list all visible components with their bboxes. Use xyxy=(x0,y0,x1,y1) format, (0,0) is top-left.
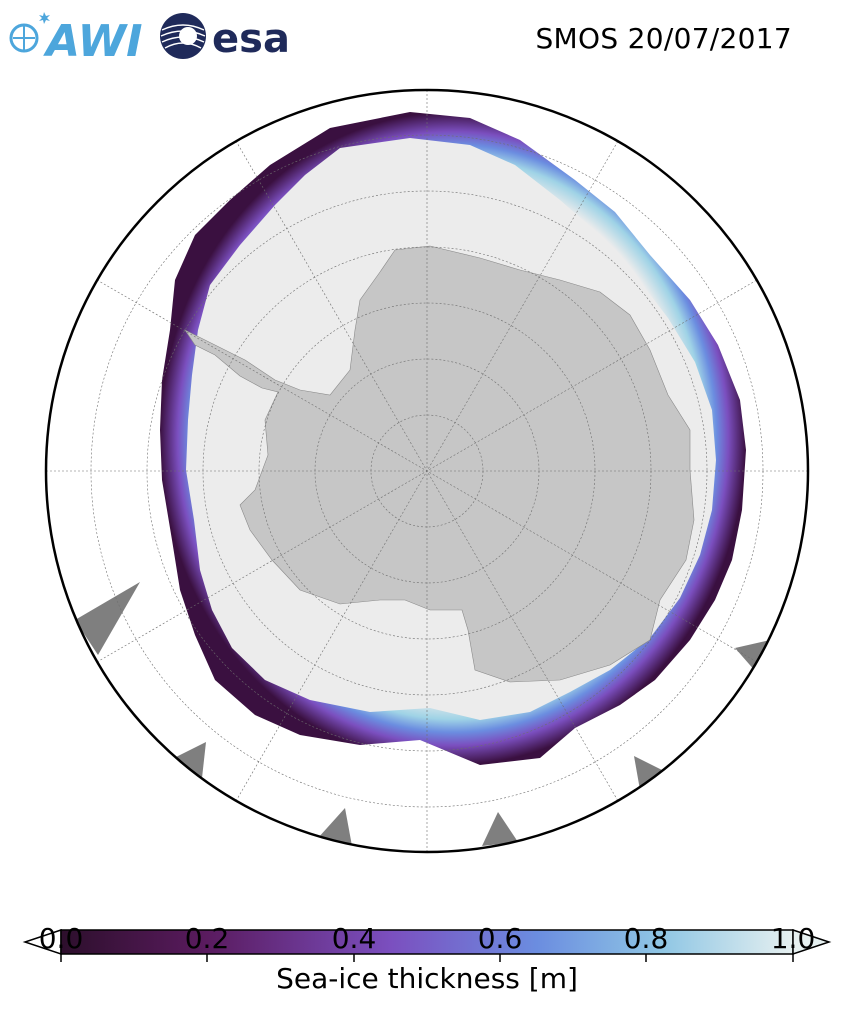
colorbar-tick-label: 0.2 xyxy=(184,922,230,955)
svg-text:AWI: AWI xyxy=(43,16,143,62)
missing-data-region xyxy=(174,742,206,778)
colorbar-ticks xyxy=(60,954,794,962)
colorbar-tick-label: 0.4 xyxy=(331,922,377,955)
colorbar-label: Sea-ice thickness [m] xyxy=(276,962,578,995)
colorbar-over-arrow xyxy=(792,928,832,956)
sea-ice-map xyxy=(44,88,810,854)
colorbar-gradient xyxy=(60,929,794,955)
colorbar-tick-label: 0.8 xyxy=(623,922,669,955)
map-title: SMOS 20/07/2017 xyxy=(535,22,792,55)
graticule xyxy=(46,90,808,852)
svg-text:esa: esa xyxy=(212,16,290,62)
missing-data-region xyxy=(75,582,140,655)
missing-data-region xyxy=(482,812,518,846)
map-boundary xyxy=(44,88,810,854)
missing-data-region xyxy=(735,640,770,672)
colorbar-tick-label: 0.0 xyxy=(38,922,84,955)
awi-logo: AWI xyxy=(9,12,143,62)
esa-logo: esa xyxy=(160,13,290,62)
star-icon xyxy=(39,12,50,24)
colorbar xyxy=(22,928,832,962)
antarctica-landmass xyxy=(184,245,695,683)
colorbar-tick-label: 0.6 xyxy=(477,922,523,955)
missing-data-region xyxy=(634,756,666,790)
missing-data-region xyxy=(318,808,352,846)
colorbar-tick-label: 1.0 xyxy=(770,922,816,955)
